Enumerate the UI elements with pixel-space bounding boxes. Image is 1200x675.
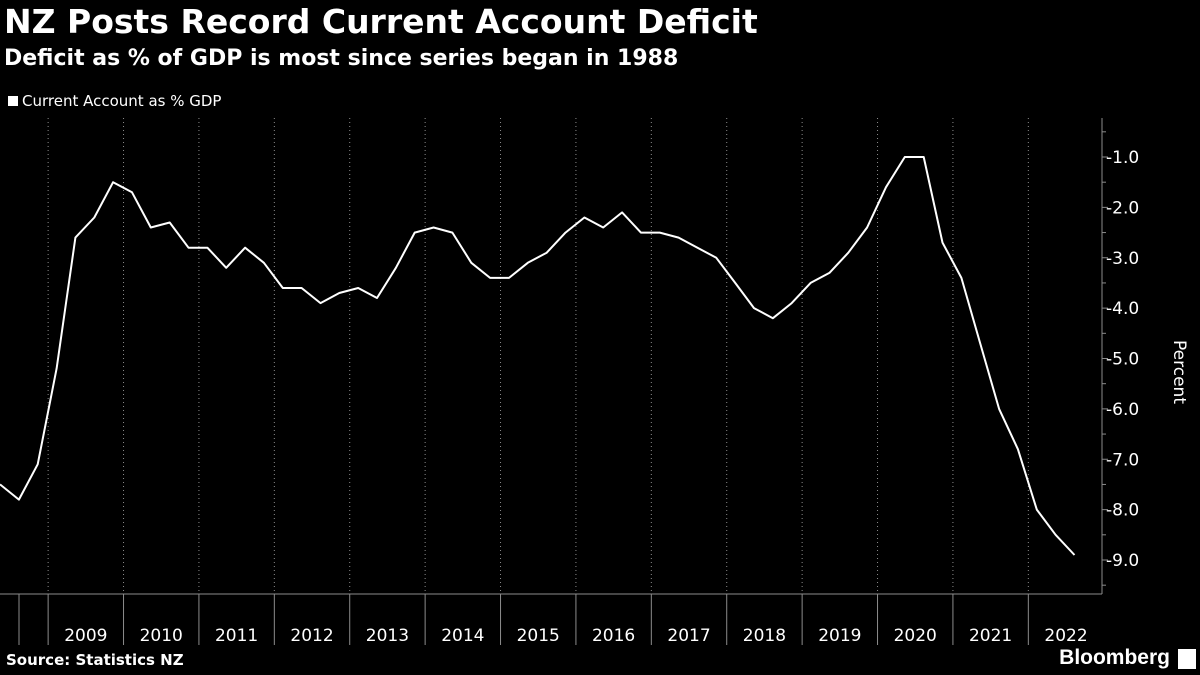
legend: Current Account as % GDP [8, 92, 221, 110]
x-tick-label: 2016 [592, 626, 635, 646]
x-tick-label: 2019 [818, 626, 861, 646]
y-tick-label: -5.0 [1106, 350, 1139, 370]
x-tick-label: 2022 [1044, 626, 1087, 646]
y-tick-label: -8.0 [1106, 501, 1139, 521]
x-tick-label: 2015 [517, 626, 560, 646]
y-tick-label: -2.0 [1106, 198, 1139, 218]
series-line-current-account [0, 156, 1076, 556]
x-tick-label: 2014 [441, 626, 484, 646]
y-tick-label: -7.0 [1106, 450, 1139, 470]
x-tick-label: 2011 [215, 626, 258, 646]
x-tick-label: 2012 [290, 626, 333, 646]
y-tick-label: -1.0 [1106, 148, 1139, 168]
series-layer [0, 156, 1076, 556]
x-tick-label: 2017 [667, 626, 710, 646]
axis-layer: 2009 2010 2011 2012 2013 2014 2015 2016 2017 2018… [0, 118, 1139, 646]
x-tick-label: 2009 [64, 626, 107, 646]
chart-subtitle: Deficit as % of GDP is most since series… [4, 46, 679, 71]
grid-layer [47, 118, 1029, 594]
x-tick-label: 2010 [140, 626, 183, 646]
legend-swatch [8, 96, 18, 106]
y-tick-label: -9.0 [1106, 551, 1139, 571]
terminal-icon [1178, 649, 1196, 669]
y-tick-label: -6.0 [1106, 400, 1139, 420]
y-axis-label: Percent [1169, 340, 1189, 404]
x-tick-label: 2013 [366, 626, 409, 646]
chart-title: NZ Posts Record Current Account Deficit [4, 2, 758, 41]
y-tick-label: -3.0 [1106, 249, 1139, 269]
brand-logo: Bloomberg [1059, 646, 1170, 669]
legend-label: Current Account as % GDP [22, 92, 222, 110]
y-tick-label: -4.0 [1106, 299, 1139, 319]
x-tick-label: 2020 [894, 626, 937, 646]
x-tick-label: 2021 [969, 626, 1012, 646]
source-note: Source: Statistics NZ [6, 651, 184, 669]
x-tick-label: 2018 [743, 626, 786, 646]
